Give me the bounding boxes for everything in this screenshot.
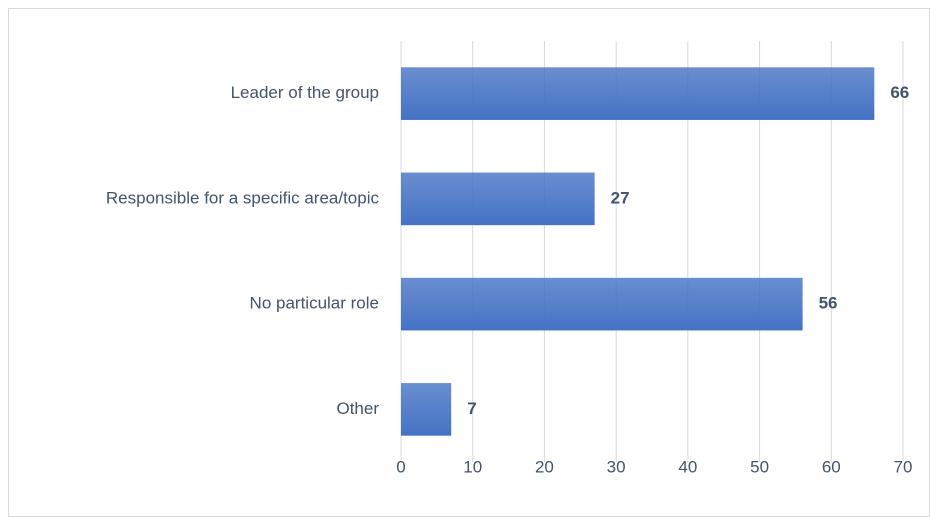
x-tick-label: 0 <box>396 457 405 476</box>
x-tick-label: 10 <box>463 457 482 476</box>
y-tick-label: Responsible for a specific area/topic <box>106 188 380 207</box>
data-label: 27 <box>611 188 630 207</box>
x-tick-label: 40 <box>678 457 697 476</box>
bar <box>401 383 452 436</box>
data-label: 56 <box>819 294 838 313</box>
x-tick-label: 30 <box>607 457 626 476</box>
x-tick-label: 70 <box>894 457 913 476</box>
x-tick-label: 60 <box>822 457 841 476</box>
x-tick-label: 50 <box>750 457 769 476</box>
x-tick-label: 20 <box>535 457 554 476</box>
y-tick-label: Leader of the group <box>231 83 379 102</box>
bar <box>401 277 803 331</box>
data-label: 66 <box>890 83 909 102</box>
y-tick-label: No particular role <box>250 294 379 313</box>
bar <box>401 67 875 120</box>
data-label: 7 <box>467 399 476 418</box>
y-tick-label: Other <box>336 399 379 418</box>
bar <box>401 172 595 226</box>
